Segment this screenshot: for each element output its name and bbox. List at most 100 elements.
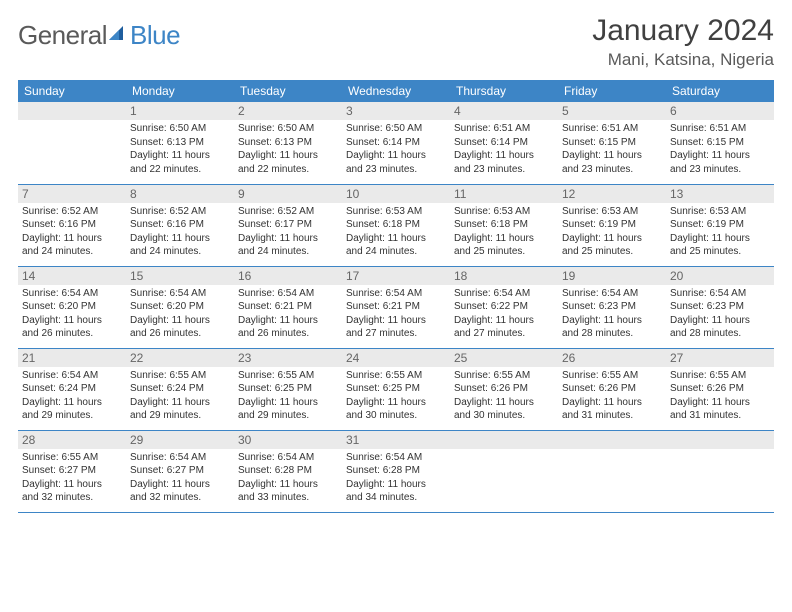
sunrise-text: Sunrise: 6:54 AM <box>562 287 662 301</box>
sunrise-text: Sunrise: 6:55 AM <box>454 369 554 383</box>
sunrise-text: Sunrise: 6:52 AM <box>130 205 230 219</box>
day-number: 29 <box>126 431 234 449</box>
daylight-text: Daylight: 11 hours <box>562 314 662 328</box>
calendar-day-cell: 29Sunrise: 6:54 AMSunset: 6:27 PMDayligh… <box>126 430 234 512</box>
calendar-day-cell: 28 Sunrise: 6:55 AMSunset: 6:27 PMDayligh… <box>18 430 126 512</box>
day-number: 1 <box>126 102 234 120</box>
daylight-text: Daylight: 11 hours <box>346 478 446 492</box>
sunset-text: Sunset: 6:16 PM <box>130 218 230 232</box>
day-number: 30 <box>234 431 342 449</box>
sunset-text: Sunset: 6:20 PM <box>130 300 230 314</box>
day-number: 11 <box>450 185 558 203</box>
calendar-day-cell: 8Sunrise: 6:52 AMSunset: 6:16 PMDaylight… <box>126 184 234 266</box>
daylight-text: and 28 minutes. <box>562 327 662 341</box>
calendar-day-cell: 12Sunrise: 6:53 AMSunset: 6:19 PMDayligh… <box>558 184 666 266</box>
sunset-text: Sunset: 6:27 PM <box>130 464 230 478</box>
sunrise-text: Sunrise: 6:55 AM <box>22 451 122 465</box>
daylight-text: Daylight: 11 hours <box>22 314 122 328</box>
logo-word-1: General <box>18 20 107 51</box>
daylight-text: Daylight: 11 hours <box>670 314 770 328</box>
daylight-text: and 23 minutes. <box>670 163 770 177</box>
daylight-text: and 28 minutes. <box>670 327 770 341</box>
daylight-text: and 34 minutes. <box>346 491 446 505</box>
daylight-text: Daylight: 11 hours <box>454 232 554 246</box>
sunset-text: Sunset: 6:21 PM <box>346 300 446 314</box>
day-number: 7 <box>18 185 126 203</box>
daylight-text: and 27 minutes. <box>454 327 554 341</box>
daylight-text: Daylight: 11 hours <box>346 314 446 328</box>
weekday-header-row: Sunday Monday Tuesday Wednesday Thursday… <box>18 80 774 102</box>
calendar-day-cell: 19 Sunrise: 6:54 AMSunset: 6:23 PMDayligh… <box>558 266 666 348</box>
daylight-text: and 26 minutes. <box>238 327 338 341</box>
daylight-text: Daylight: 11 hours <box>562 232 662 246</box>
calendar-table: Sunday Monday Tuesday Wednesday Thursday… <box>18 80 774 513</box>
daylight-text: and 29 minutes. <box>130 409 230 423</box>
daylight-text: and 23 minutes. <box>454 163 554 177</box>
day-number-empty <box>666 431 774 449</box>
daylight-text: and 24 minutes. <box>22 245 122 259</box>
daylight-text: and 24 minutes. <box>238 245 338 259</box>
day-number: 20 <box>666 267 774 285</box>
day-number: 18 <box>450 267 558 285</box>
day-number: 14 <box>18 267 126 285</box>
calendar-week-row: 14 Sunrise: 6:54 AM Sunset: 6:20 PM Dayligh… <box>18 266 774 348</box>
sunrise-text: Sunrise: 6:54 AM <box>22 369 122 383</box>
header: General Blue January 2024 Mani, Katsina,… <box>18 14 774 70</box>
daylight-text: and 32 minutes. <box>130 491 230 505</box>
location: Mani, Katsina, Nigeria <box>592 50 774 70</box>
calendar-day-cell: 31Sunrise: 6:54 AMSunset: 6:28 PMDayligh… <box>342 430 450 512</box>
daylight-text: and 26 minutes. <box>22 327 122 341</box>
weekday-header: Monday <box>126 80 234 102</box>
weekday-header: Saturday <box>666 80 774 102</box>
calendar-week-row: 1Sunrise: 6:50 AMSunset: 6:13 PMDaylight… <box>18 102 774 184</box>
daylight-text: Daylight: 11 hours <box>670 149 770 163</box>
sunset-text: Sunset: 6:26 PM <box>670 382 770 396</box>
weekday-header: Sunday <box>18 80 126 102</box>
sunrise-text: Sunrise: 6:50 AM <box>238 122 338 136</box>
sunset-text: Sunset: 6:19 PM <box>670 218 770 232</box>
daylight-text: Daylight: 11 hours <box>130 149 230 163</box>
sunset-text: Sunset: 6:27 PM <box>22 464 122 478</box>
daylight-text: Daylight: 11 hours <box>130 232 230 246</box>
calendar-day-cell: 4Sunrise: 6:51 AMSunset: 6:14 PMDaylight… <box>450 102 558 184</box>
day-number: 19 <box>558 267 666 285</box>
daylight-text: and 31 minutes. <box>562 409 662 423</box>
daylight-text: Daylight: 11 hours <box>22 478 122 492</box>
sunset-text: Sunset: 6:23 PM <box>670 300 770 314</box>
sunset-text: Sunset: 6:24 PM <box>22 382 122 396</box>
day-number: 16 <box>234 267 342 285</box>
calendar-day-cell: 11Sunrise: 6:53 AMSunset: 6:18 PMDayligh… <box>450 184 558 266</box>
day-number: 24 <box>342 349 450 367</box>
sunset-text: Sunset: 6:23 PM <box>562 300 662 314</box>
daylight-text: Daylight: 11 hours <box>346 149 446 163</box>
daylight-text: and 29 minutes. <box>238 409 338 423</box>
daylight-text: and 26 minutes. <box>130 327 230 341</box>
weekday-header: Friday <box>558 80 666 102</box>
sunset-text: Sunset: 6:17 PM <box>238 218 338 232</box>
calendar-day-cell: 16Sunrise: 6:54 AMSunset: 6:21 PMDayligh… <box>234 266 342 348</box>
calendar-day-cell: 26Sunrise: 6:55 AMSunset: 6:26 PMDayligh… <box>558 348 666 430</box>
sunrise-text: Sunrise: 6:55 AM <box>562 369 662 383</box>
month-title: January 2024 <box>592 14 774 48</box>
sunset-text: Sunset: 6:18 PM <box>346 218 446 232</box>
day-number: 28 <box>18 431 126 449</box>
calendar-day-cell <box>558 430 666 512</box>
daylight-text: Daylight: 11 hours <box>562 149 662 163</box>
calendar-day-cell: 13Sunrise: 6:53 AMSunset: 6:19 PMDayligh… <box>666 184 774 266</box>
sunset-text: Sunset: 6:26 PM <box>562 382 662 396</box>
day-number: 9 <box>234 185 342 203</box>
sunset-text: Sunset: 6:21 PM <box>238 300 338 314</box>
calendar-day-cell: 9Sunrise: 6:52 AMSunset: 6:17 PMDaylight… <box>234 184 342 266</box>
logo: General Blue <box>18 20 180 51</box>
weekday-header: Thursday <box>450 80 558 102</box>
day-number-empty <box>558 431 666 449</box>
sunset-text: Sunset: 6:22 PM <box>454 300 554 314</box>
daylight-text: Daylight: 11 hours <box>454 149 554 163</box>
sunrise-text: Sunrise: 6:52 AM <box>238 205 338 219</box>
title-block: January 2024 Mani, Katsina, Nigeria <box>592 14 774 70</box>
calendar-day-cell: 30Sunrise: 6:54 AMSunset: 6:28 PMDayligh… <box>234 430 342 512</box>
day-number: 25 <box>450 349 558 367</box>
sunrise-text: Sunrise: 6:54 AM <box>22 287 122 301</box>
day-number: 6 <box>666 102 774 120</box>
calendar-week-row: 7Sunrise: 6:52 AMSunset: 6:16 PMDaylight… <box>18 184 774 266</box>
